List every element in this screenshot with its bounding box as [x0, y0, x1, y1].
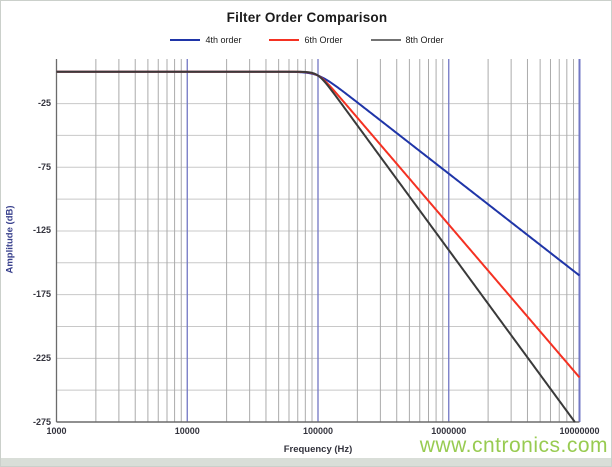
- y-tick-label--225: -225: [32, 352, 51, 363]
- series-curve-8th-order: [56, 70, 576, 423]
- y-axis-title: Amplitude (dB): [4, 205, 16, 274]
- x-axis-title: Frequency (Hz): [283, 444, 353, 455]
- y-tick-label--125: -125: [32, 225, 51, 236]
- y-tick-label--275: -275: [32, 416, 51, 427]
- legend-item-4th-order: 4th order: [170, 35, 241, 45]
- watermark-text: www.cntronics.com: [419, 434, 608, 457]
- legend-line-swatch: [269, 39, 300, 41]
- legend-line-swatch: [370, 39, 401, 41]
- y-tick-label--75: -75: [37, 161, 51, 172]
- legend-item-6th-order: 6th Order: [269, 35, 343, 45]
- bottom-strip: [1, 458, 611, 466]
- legend-label: 8th Order: [405, 35, 444, 45]
- legend-label: 6th Order: [304, 35, 343, 45]
- legend-label: 4th order: [205, 35, 242, 45]
- legend-line-swatch: [170, 39, 201, 41]
- x-tick-label-100000: 100000: [302, 426, 334, 436]
- major-vertical-gridlines: [186, 59, 581, 422]
- y-tick-label--175: -175: [32, 289, 51, 300]
- legend: 4th order 6th Order 8th Order: [1, 35, 611, 45]
- minor-vertical-gridlines: [95, 59, 575, 422]
- x-tick-label-10000000: 10000000: [559, 426, 600, 436]
- y-tick-label--25: -25: [37, 98, 51, 109]
- x-tick-label-1000: 1000: [46, 426, 67, 436]
- chart-title: Filter Order Comparison: [226, 10, 388, 25]
- x-tick-label-1000000: 1000000: [431, 426, 467, 436]
- legend-item-8th-order: 8th Order: [370, 35, 444, 45]
- x-tick-label-10000: 10000: [174, 426, 200, 436]
